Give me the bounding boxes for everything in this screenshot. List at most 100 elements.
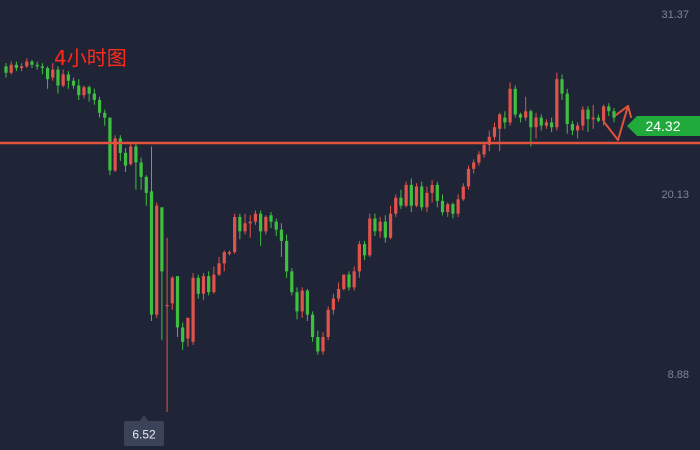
candle-body	[435, 184, 439, 201]
y-axis-tick-label: 31.37	[661, 9, 689, 21]
candle-body	[285, 240, 289, 272]
candle	[71, 77, 76, 89]
candle-body	[550, 122, 554, 128]
candle-body	[139, 162, 143, 177]
candle-body	[35, 64, 39, 67]
candle-body	[586, 109, 590, 120]
y-axis-tick-label: 8.88	[668, 369, 689, 381]
candle-body	[362, 244, 367, 256]
candle	[238, 213, 242, 240]
candle-body	[414, 186, 419, 206]
candle-body	[61, 74, 65, 86]
candle-body	[129, 146, 133, 165]
candle-body	[466, 168, 471, 187]
candle	[243, 213, 247, 235]
candle-body	[492, 127, 497, 137]
candle-body	[30, 61, 34, 65]
candle-body	[487, 136, 491, 145]
candle	[477, 151, 481, 166]
candle	[113, 135, 117, 173]
candle-body	[196, 277, 200, 294]
candle	[409, 178, 413, 213]
candle	[524, 96, 528, 121]
candle-body	[149, 191, 154, 315]
candle	[399, 189, 403, 209]
candle	[186, 317, 190, 347]
candle	[165, 237, 169, 412]
candle	[155, 202, 159, 318]
candle	[342, 274, 346, 291]
candle-body	[123, 152, 128, 166]
candle-body	[451, 204, 455, 214]
candle	[591, 104, 595, 129]
candle-body	[4, 66, 8, 73]
candle	[373, 213, 377, 237]
low-price-label: 6.52	[132, 428, 156, 442]
candle-body	[472, 162, 476, 169]
candle-body	[160, 207, 164, 272]
candle	[66, 71, 70, 89]
candle	[300, 287, 304, 318]
candle-body	[601, 106, 606, 121]
candle-body	[399, 197, 403, 206]
candle	[4, 63, 8, 78]
candle-body	[227, 252, 232, 254]
candle	[30, 59, 34, 68]
candle-body	[274, 221, 278, 230]
candle-body	[25, 61, 29, 67]
low-price-pointer	[140, 415, 148, 421]
candle-body	[477, 154, 481, 163]
candle-body	[87, 87, 91, 94]
candle-body	[409, 184, 413, 206]
candle-body	[144, 176, 148, 193]
candle-body	[565, 93, 569, 125]
candle-body	[461, 186, 465, 200]
candle	[404, 181, 408, 208]
y-axis-tick-label: 20.13	[661, 189, 689, 201]
candle-body	[591, 117, 595, 120]
candle	[352, 266, 356, 291]
candle	[388, 205, 393, 240]
candle-body	[191, 277, 195, 342]
candle	[259, 210, 263, 246]
candle-body	[40, 66, 44, 68]
candle-body	[404, 184, 408, 206]
candle-body	[394, 197, 398, 214]
candle-body	[446, 204, 450, 213]
candle	[222, 250, 226, 272]
candle-body	[295, 292, 299, 312]
candle-body	[66, 74, 70, 81]
candle	[336, 282, 341, 302]
candle	[394, 194, 398, 217]
candle-body	[82, 87, 86, 96]
candle	[227, 250, 232, 256]
candle-body	[259, 213, 263, 232]
candle-body	[581, 109, 585, 126]
candle	[368, 213, 372, 257]
candle-body	[529, 111, 533, 128]
candle	[134, 143, 138, 190]
candle	[149, 146, 154, 321]
candle	[25, 58, 29, 68]
candle	[503, 111, 507, 129]
candle	[19, 63, 24, 72]
candle	[383, 215, 387, 243]
candle-body	[316, 337, 320, 352]
candle-body	[544, 122, 549, 126]
candle-body	[56, 69, 60, 86]
candle	[440, 194, 445, 216]
candle-body	[201, 276, 206, 294]
candle-body	[326, 309, 330, 338]
candle-body	[14, 64, 19, 68]
candle-body	[300, 290, 304, 312]
candle-body	[534, 117, 538, 128]
chart-title: 4小时图	[54, 46, 127, 70]
candle	[570, 120, 575, 136]
candle-body	[373, 218, 377, 232]
candle	[581, 106, 585, 131]
candle	[56, 66, 60, 94]
candle-body	[243, 223, 247, 232]
candle-body	[181, 327, 185, 342]
candle-body	[155, 205, 159, 315]
